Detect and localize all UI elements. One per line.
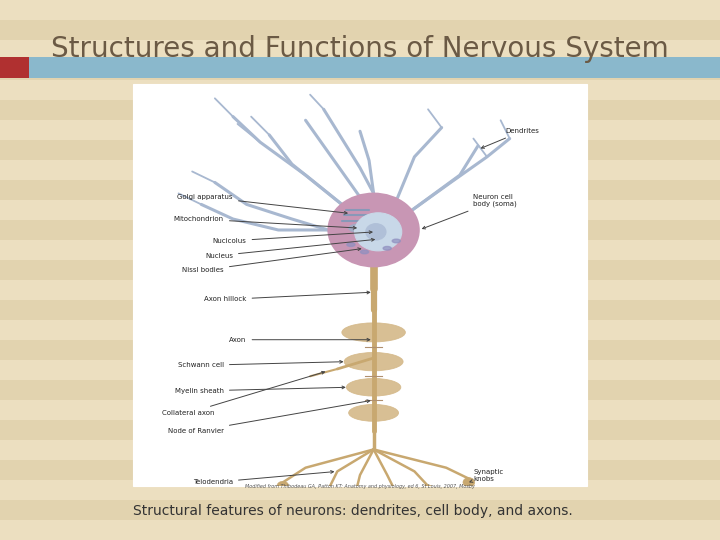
Bar — [133, 84, 587, 486]
Text: Structures and Functions of Nervous System: Structures and Functions of Nervous Syst… — [51, 35, 669, 63]
Bar — [0, 200, 720, 220]
Bar — [0, 220, 720, 240]
Bar — [0, 0, 720, 20]
Text: Axon hillock: Axon hillock — [204, 291, 370, 302]
Text: Golgi apparatus: Golgi apparatus — [178, 194, 347, 214]
Bar — [0, 100, 720, 120]
Bar — [0, 340, 720, 360]
Circle shape — [328, 193, 419, 267]
Ellipse shape — [346, 379, 401, 396]
Circle shape — [277, 481, 289, 491]
Bar — [0, 320, 720, 340]
Bar — [0, 500, 720, 520]
Bar — [0, 520, 720, 540]
Text: Myelin sheath: Myelin sheath — [175, 386, 345, 394]
Bar — [0, 57, 29, 78]
Bar — [0, 400, 720, 420]
Bar — [0, 160, 720, 180]
Text: Telodendria: Telodendria — [193, 470, 333, 485]
Bar — [0, 240, 720, 260]
Bar — [0, 460, 720, 480]
Circle shape — [422, 485, 434, 495]
Bar — [0, 180, 720, 200]
Text: Structural features of neurons: dendrites, cell body, and axons.: Structural features of neurons: dendrite… — [133, 504, 573, 518]
Ellipse shape — [392, 239, 400, 243]
Circle shape — [323, 489, 334, 498]
Bar — [0, 440, 720, 460]
Circle shape — [366, 224, 386, 240]
Text: Neuron cell
body (soma): Neuron cell body (soma) — [423, 194, 517, 229]
Bar — [0, 140, 720, 160]
Text: Modified from Thibodeau GA, Patton KT: Anatomy and physiology, ed 6, St Louis, 2: Modified from Thibodeau GA, Patton KT: A… — [245, 484, 475, 489]
Text: Axon: Axon — [229, 337, 370, 343]
Ellipse shape — [347, 243, 355, 246]
Bar — [0, 40, 720, 60]
Text: Nucicolus: Nucicolus — [212, 231, 372, 244]
Ellipse shape — [344, 353, 403, 371]
Bar — [0, 420, 720, 440]
Text: Nucleus: Nucleus — [205, 239, 374, 259]
Ellipse shape — [342, 323, 405, 342]
Text: Dendrites: Dendrites — [482, 128, 539, 148]
Bar — [0, 280, 720, 300]
Circle shape — [463, 477, 474, 487]
Text: Schwann cell: Schwann cell — [178, 360, 343, 368]
Ellipse shape — [361, 250, 369, 254]
Text: Node of Ranvier: Node of Ranvier — [168, 400, 370, 434]
Circle shape — [354, 213, 402, 251]
Circle shape — [350, 492, 361, 502]
Bar — [0, 120, 720, 140]
Bar — [0, 260, 720, 280]
Ellipse shape — [348, 224, 372, 233]
Circle shape — [390, 492, 402, 502]
Bar — [0, 57, 720, 78]
Text: Mitochondrion: Mitochondrion — [174, 216, 356, 229]
Bar — [0, 80, 720, 100]
Text: Synaptic
knobs: Synaptic knobs — [470, 469, 504, 482]
Bar — [0, 300, 720, 320]
Bar — [0, 360, 720, 380]
Ellipse shape — [348, 404, 399, 421]
Text: Nissl bodies: Nissl bodies — [182, 248, 361, 273]
Text: Collateral axon: Collateral axon — [162, 372, 325, 416]
Bar — [0, 480, 720, 500]
Bar — [0, 60, 720, 80]
Bar — [0, 380, 720, 400]
Bar — [0, 20, 720, 40]
Ellipse shape — [383, 246, 391, 250]
